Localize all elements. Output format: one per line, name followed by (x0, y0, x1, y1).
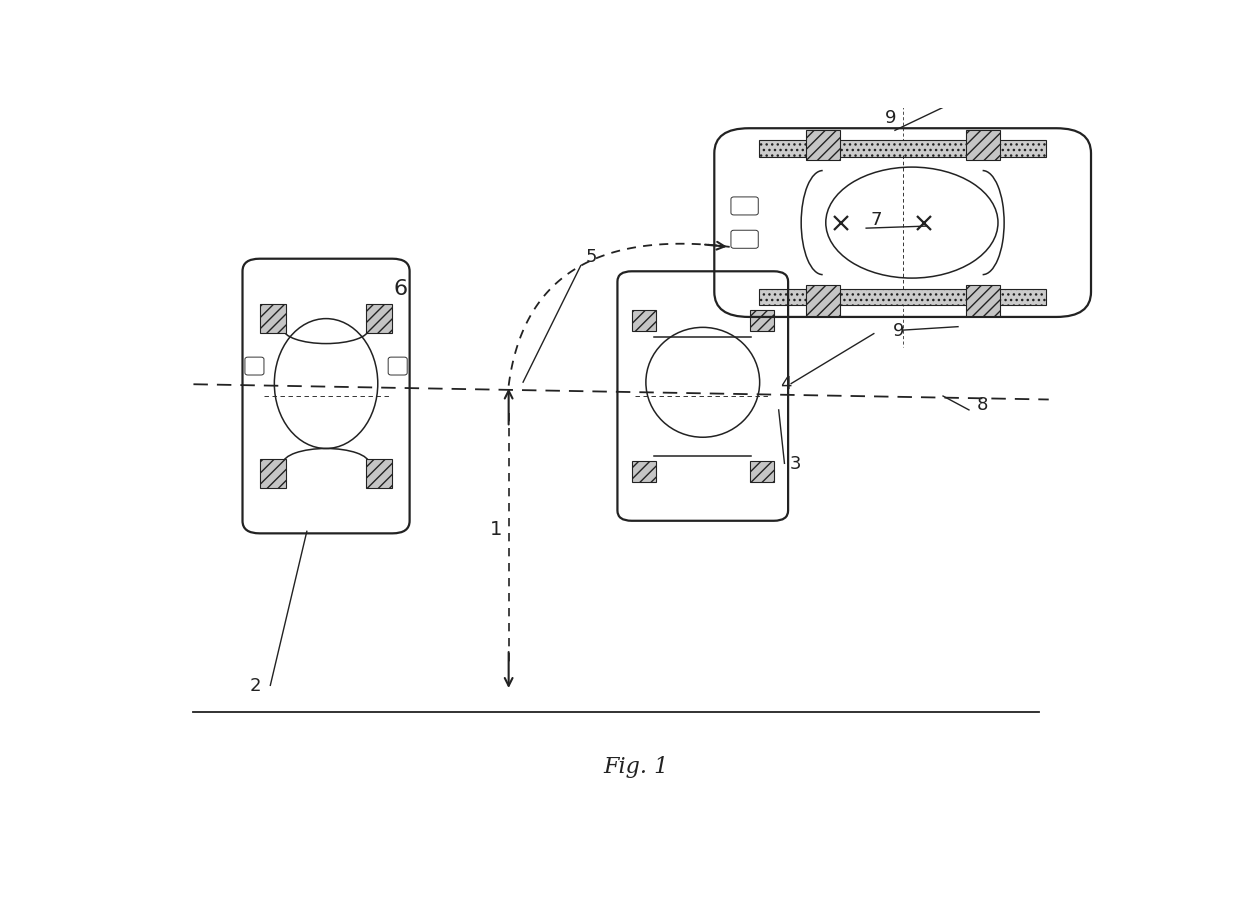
Bar (750, 310, 774, 332)
Bar (366, 460, 392, 487)
Text: 5: 5 (585, 248, 596, 266)
Bar (966, 130, 999, 160)
Text: 6: 6 (393, 279, 408, 299)
Bar (366, 305, 392, 333)
Bar (259, 305, 286, 333)
Text: 9: 9 (893, 322, 904, 340)
Text: 1: 1 (490, 520, 502, 539)
Text: 8: 8 (977, 396, 988, 414)
Bar (259, 460, 286, 487)
Bar (631, 310, 656, 332)
Text: 4: 4 (780, 375, 791, 393)
Text: 9: 9 (885, 109, 897, 127)
Bar (966, 285, 999, 315)
Text: Fig. 1: Fig. 1 (603, 756, 668, 778)
Bar (806, 285, 839, 315)
Bar (631, 460, 656, 482)
Bar (759, 140, 1047, 157)
Bar (750, 460, 774, 482)
Text: 7: 7 (870, 211, 883, 229)
Text: 3: 3 (789, 455, 801, 473)
Bar (806, 130, 839, 160)
Text: 2: 2 (249, 677, 260, 695)
Bar (759, 288, 1047, 305)
